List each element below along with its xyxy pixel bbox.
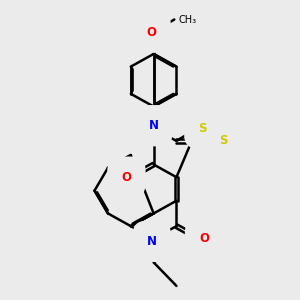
Text: O: O — [122, 171, 131, 184]
Text: O: O — [199, 232, 209, 245]
Text: CH₃: CH₃ — [178, 14, 197, 25]
Text: N: N — [147, 235, 157, 248]
Text: O: O — [147, 26, 157, 39]
Text: S: S — [219, 134, 227, 147]
Text: S: S — [198, 122, 207, 135]
Text: N: N — [148, 119, 159, 132]
